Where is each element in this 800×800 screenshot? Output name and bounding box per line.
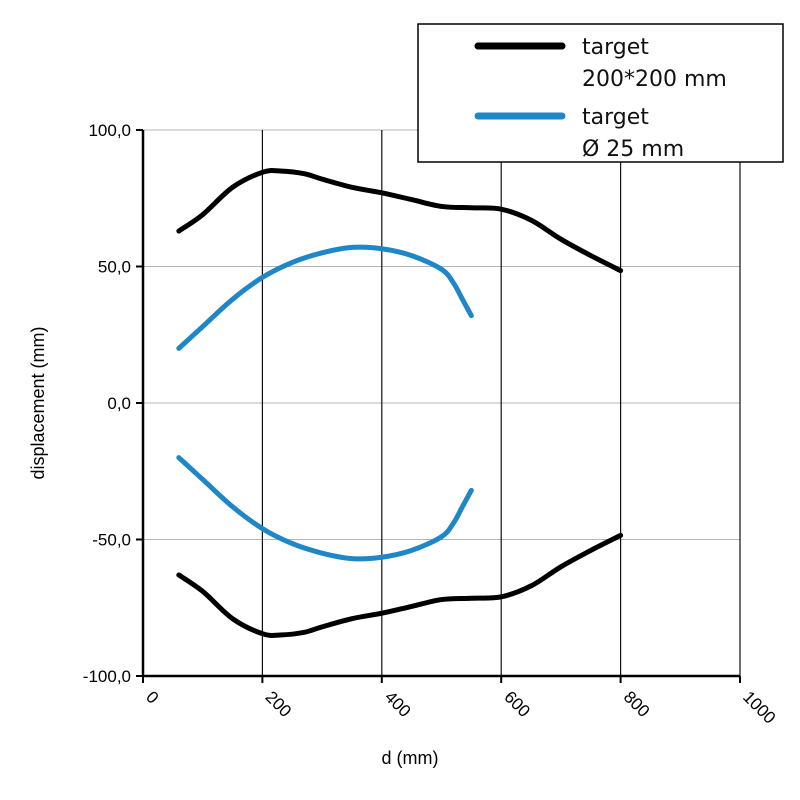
- x-tick-label: 400: [381, 687, 414, 720]
- y-tick-label: 0,0: [107, 394, 131, 413]
- x-tick-label: 800: [620, 687, 653, 720]
- axes: [136, 129, 741, 683]
- grid-lines: [143, 129, 741, 676]
- legend-label-0: 200*200 mm: [582, 67, 727, 92]
- legend-label-1: Ø 25 mm: [582, 137, 684, 162]
- series-lines: [176, 168, 624, 638]
- legend-label-1: target: [582, 105, 649, 130]
- x-tick-label: 200: [262, 687, 295, 720]
- legend-label-0: target: [582, 35, 649, 60]
- series-line-1: [176, 532, 624, 638]
- x-tick-label: 1000: [739, 687, 779, 727]
- legend: target 200*200 mm target Ø 25 mm: [417, 23, 784, 163]
- series-line-0: [176, 168, 624, 274]
- y-axis-title: displacement (mm): [28, 326, 48, 479]
- y-tick-labels: -100,0 -50,0 0,0 50,0 100,0: [83, 121, 131, 686]
- x-axis-title: d (mm): [382, 748, 439, 768]
- y-tick-label: -50,0: [92, 531, 131, 550]
- series-line-2: [176, 244, 474, 351]
- x-tick-label: 600: [500, 687, 533, 720]
- y-tick-label: -100,0: [83, 667, 131, 686]
- y-tick-label: 100,0: [88, 121, 131, 140]
- x-tick-labels: 0 200 400 600 800 1000: [142, 687, 779, 727]
- y-tick-label: 50,0: [98, 258, 131, 277]
- x-tick-label: 0: [142, 687, 162, 707]
- series-line-3: [176, 455, 474, 562]
